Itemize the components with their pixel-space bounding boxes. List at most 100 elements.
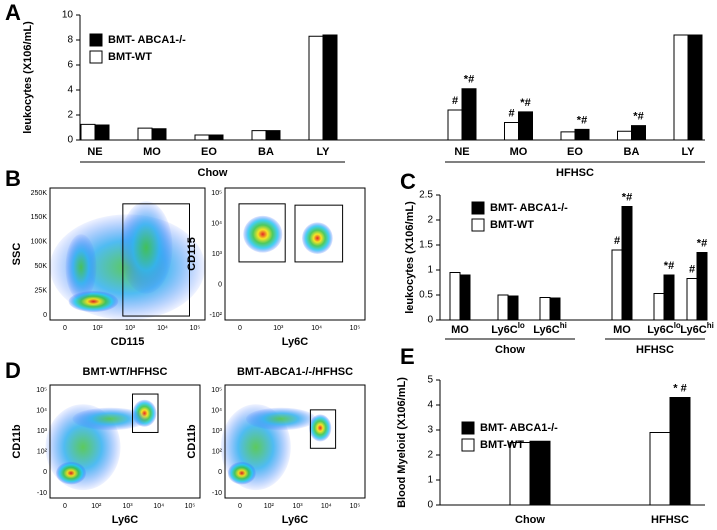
x-tick-label: MO [451, 324, 469, 336]
x-axis-label: Ly6C [282, 514, 309, 526]
panel-letter: E [400, 344, 415, 369]
y-tick-label: 10⁵ [211, 190, 222, 197]
x-tick-label: 10³ [122, 503, 133, 510]
bar [137, 127, 153, 141]
y-tick-label: 250K [31, 190, 48, 197]
x-tick-label: 10⁴ [153, 503, 164, 510]
legend-swatch [471, 201, 485, 215]
y-tick-label: 10⁴ [36, 407, 47, 414]
category-sup: hi [560, 321, 567, 330]
x-tick-label: MO [510, 146, 528, 158]
x-tick-label: Ly6Chi [533, 321, 567, 336]
density-cloud [243, 215, 283, 253]
x-tick-label: 10³ [273, 325, 284, 332]
legend-swatch [461, 438, 475, 452]
bar [621, 206, 633, 321]
x-axis-label: Ly6C [112, 514, 139, 526]
bar [504, 122, 519, 141]
y-tick-label: 25K [35, 287, 48, 294]
significance-marker: *# [633, 111, 643, 123]
plot-frame [49, 384, 201, 499]
y-tick-label: 6 [67, 60, 73, 71]
x-tick-label: 0 [238, 325, 242, 332]
plot-frame [224, 187, 366, 321]
bar [663, 274, 675, 321]
x-tick-label: 10² [92, 325, 103, 332]
significance-marker: *# [520, 97, 530, 109]
bar [447, 109, 463, 141]
y-tick-label: 3 [427, 425, 433, 436]
category: NE [87, 146, 102, 158]
y-tick-label: 0 [427, 500, 433, 511]
bar [549, 297, 561, 321]
x-tick-label: LY [681, 146, 695, 158]
y-tick-label: 50K [35, 263, 48, 270]
x-axis-label: Ly6C [282, 336, 309, 348]
y-tick-label: 10⁵ [36, 387, 47, 394]
x-tick-label: 10² [91, 503, 102, 510]
category-sup: lo [674, 321, 681, 330]
y-tick-label: 0 [218, 469, 222, 476]
legend-label: BMT- ABCA1-/- [490, 202, 568, 214]
bar [649, 432, 671, 506]
x-tick-label: EO [567, 146, 583, 158]
x-tick-label: BA [624, 146, 640, 158]
significance-marker: *# [697, 237, 707, 249]
y-tick-label: 2 [67, 110, 73, 121]
category: HFHSC [651, 514, 689, 526]
y-axis-label: CD11b [186, 424, 198, 459]
y-tick-label: 0 [43, 469, 47, 476]
significance-marker: # [508, 107, 514, 119]
panel-letter: C [400, 169, 416, 194]
bar [611, 249, 623, 321]
x-tick-label: 10⁴ [157, 325, 168, 332]
density-cloud [65, 234, 97, 301]
bar [653, 293, 665, 321]
x-tick-label: 0 [63, 503, 67, 510]
x-tick-label: 10⁵ [350, 325, 361, 332]
x-tick-label: 10⁵ [190, 325, 201, 332]
y-tick-label: 0 [218, 281, 222, 288]
category: EO [201, 146, 217, 158]
y-tick-label: 5 [427, 375, 433, 386]
y-tick-label: 8 [67, 35, 73, 46]
x-tick-label: NE [454, 146, 469, 158]
x-tick-label: Ly6Chi [680, 321, 714, 336]
significance-marker: *# [577, 114, 587, 126]
legend-label: BMT-WT [480, 439, 524, 451]
density-cloud [227, 461, 256, 485]
x-tick-label: MO [613, 324, 631, 336]
x-tick-label: EO [201, 146, 217, 158]
y-tick-label: -10 [212, 490, 222, 497]
bar [308, 35, 324, 141]
category: LY [316, 146, 330, 158]
x-axis-label: CD115 [111, 336, 145, 348]
y-tick-label: 2.5 [419, 190, 433, 201]
category: Ly6C [680, 324, 707, 336]
category-sup: lo [518, 321, 525, 330]
gate [132, 393, 159, 433]
significance-marker: # [614, 235, 620, 247]
category: LY [681, 146, 695, 158]
category: MO [613, 324, 631, 336]
x-tick-label: LY [316, 146, 330, 158]
bar [696, 252, 708, 321]
x-tick-label: HFHSC [651, 514, 689, 526]
y-tick-label: 10³ [37, 428, 48, 435]
group-label: HFHSC [636, 344, 674, 356]
significance-marker: # [689, 263, 695, 275]
category: EO [567, 146, 583, 158]
legend-swatch [89, 33, 103, 47]
bar [560, 131, 576, 141]
bar [539, 297, 551, 321]
legend-swatch [89, 50, 103, 64]
category: MO [510, 146, 528, 158]
bar [518, 111, 533, 141]
x-tick-label: 10³ [292, 503, 303, 510]
y-tick-label: 10² [212, 449, 223, 456]
category: Ly6C [533, 324, 560, 336]
bar [194, 134, 210, 141]
bar [459, 274, 471, 321]
